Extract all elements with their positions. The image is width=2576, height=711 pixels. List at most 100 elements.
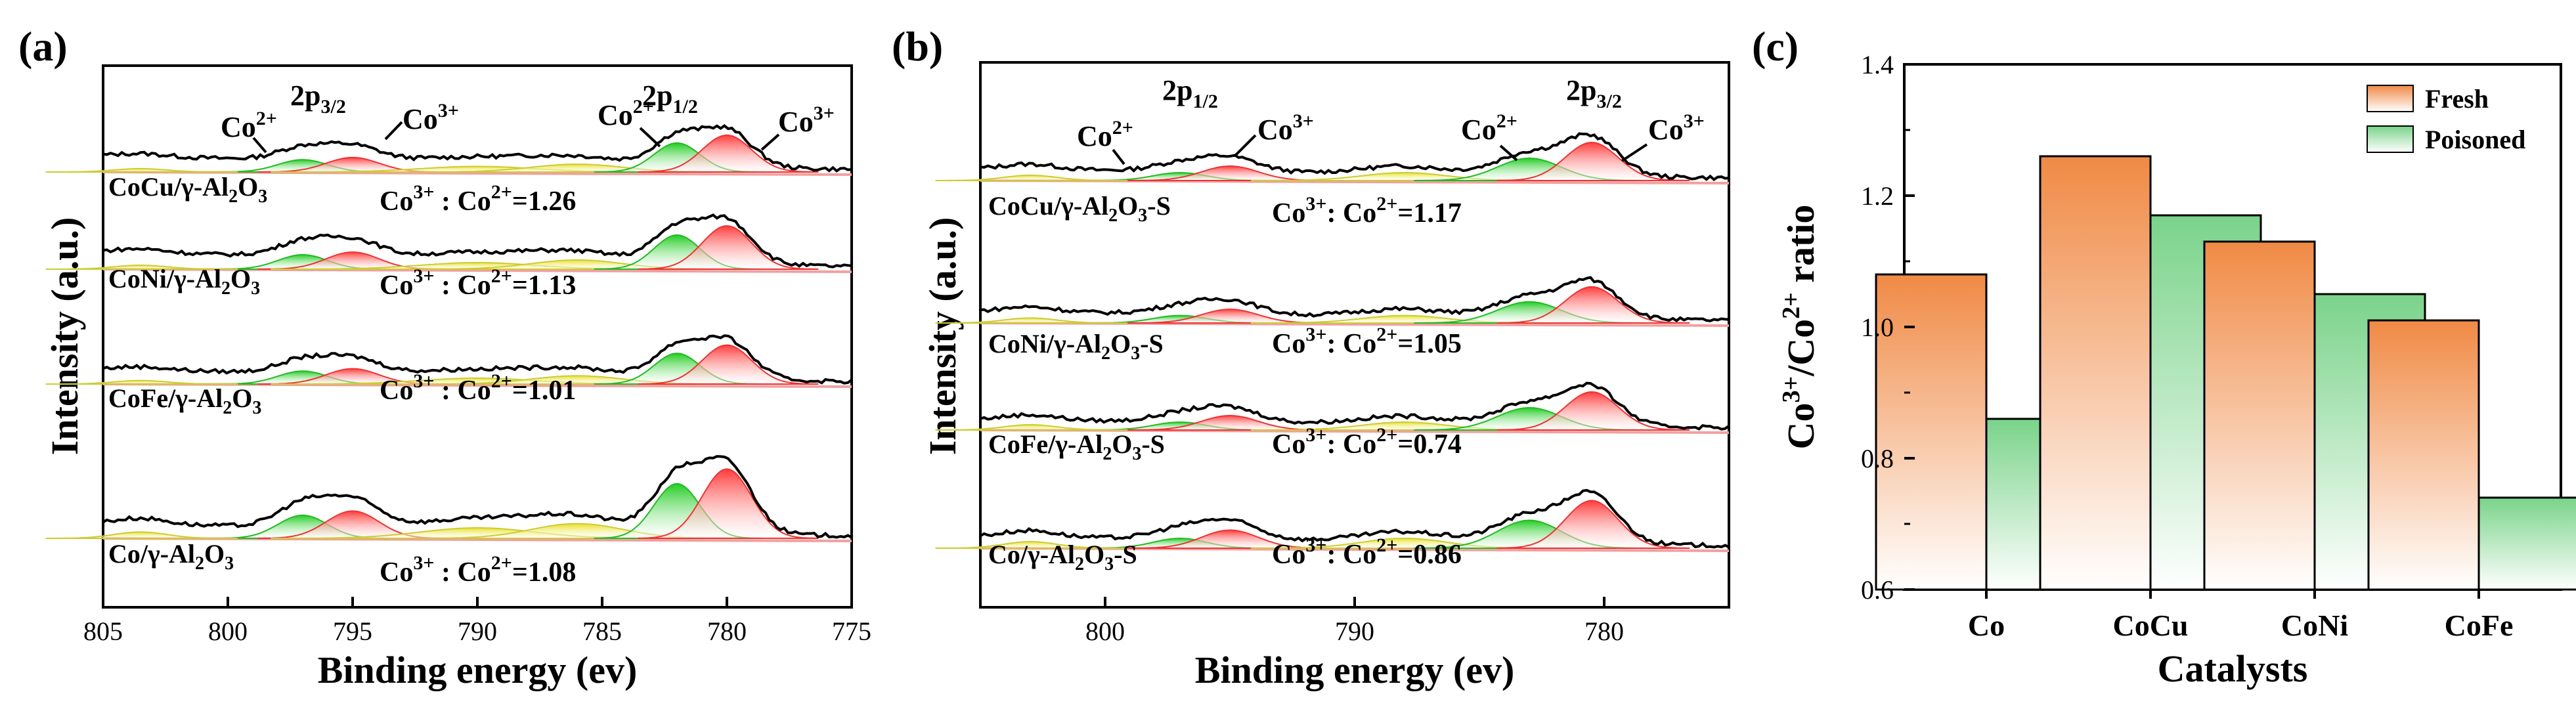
x-tick-label: 775 [832, 616, 871, 646]
ratio-label: Co3+: Co2+=0.86 [1272, 534, 1462, 570]
bar-fresh [2367, 319, 2480, 591]
x-tick-label: 785 [582, 616, 622, 646]
arrow [1621, 143, 1648, 162]
y-tick-label: 0.6 [1861, 575, 1894, 605]
ratio-label: Co3+: Co2+=0.74 [1272, 424, 1462, 460]
y-tick-label: 1.0 [1861, 312, 1894, 342]
legend-label: Poisoned [2425, 125, 2525, 154]
fit-peak [638, 468, 819, 540]
ratio-label: Co3+: Co2+=1.05 [1272, 324, 1462, 359]
panel-b-arrows [1112, 134, 1648, 165]
ratio-label: Co3+: Co2+=1.17 [1272, 193, 1462, 228]
panel-a-sample-labels: CoCu/γ-Al2O3 Co3+ : Co2+=1.26 CoNi/γ-Al2O3… [108, 172, 576, 588]
x-tick-label: 780 [707, 616, 747, 646]
arrow [1499, 144, 1518, 162]
spectrum-envelope [102, 334, 853, 385]
spectrum-envelope [980, 276, 1730, 322]
panel-b-peak-2p12: 2p1/2 [1162, 74, 1218, 112]
ratio-label: Co3+ : Co2+=1.26 [380, 181, 576, 217]
x-tick-label: 780 [1584, 616, 1624, 646]
ratio-label: Co3+ : Co2+=1.01 [380, 370, 576, 406]
sample-label: Co/γ-Al2O3 [108, 539, 234, 574]
arrow [384, 121, 403, 140]
panel-c-xlabel: Catalysts [2158, 647, 2308, 690]
x-tick-label: 800 [1085, 616, 1125, 646]
spectrum-envelope [980, 132, 1730, 182]
x-tick-label: 800 [208, 616, 248, 646]
fit-peak [1496, 391, 1690, 431]
fit-peak [935, 317, 1128, 324]
panel-b-co2-right: Co2+ [1461, 110, 1517, 146]
panel-b-sample-labels: CoCu/γ-Al2O3-S Co3+: Co2+=1.17 CoNi/γ-Al2O… [988, 191, 1462, 574]
panel-b-co3-left: Co3+ [1257, 110, 1314, 146]
panel-c-bars [1875, 155, 2576, 591]
sample-label: CoNi/γ-Al2O3-S [988, 329, 1164, 364]
panel-a-peak-2p32: 2p3/2 [290, 79, 346, 118]
fit-peak [638, 344, 819, 385]
legend-swatch [2367, 85, 2414, 112]
fit-peak [1496, 141, 1690, 182]
x-tick-label: 805 [83, 616, 123, 646]
arrow [639, 127, 661, 148]
fit-peak [1496, 286, 1690, 324]
panel-b-xticks: 800 790 780 [1085, 597, 1624, 646]
spectrum-envelope [102, 123, 852, 173]
fit-peak [45, 379, 238, 385]
panel-b-spectra [935, 132, 1730, 552]
panel-a-ylabel: Intensity (a.u.) [43, 217, 86, 456]
panel-a-co3-left: Co3+ [403, 100, 459, 135]
panel-c-axes: Co CoCu CoNi CoFe 0.6 0.8 1.0 1.2 1.4 [1861, 50, 2513, 642]
y-tick-label: 0.8 [1861, 444, 1894, 473]
panel-c-legend: Fresh Poisoned [2367, 84, 2525, 154]
x-tick-label: 795 [333, 616, 372, 646]
ratio-label: Co3+ : Co2+=1.13 [380, 265, 576, 301]
panel-c: (c) Co CoCu CoNi CoFe 0.6 0.8 1.0 1.2 1.4 Cataly… [1752, 23, 2576, 690]
fit-peak [935, 541, 1128, 549]
sample-label: CoNi/γ-Al2O3 [108, 264, 260, 299]
x-tick-label: 790 [458, 616, 497, 646]
panel-a-spectra [45, 123, 853, 542]
panel-a-xticks: 805 800 795 790 785 780 775 [83, 597, 871, 646]
legend-swatch [2367, 125, 2414, 153]
panel-a-xlabel: Binding energy (ev) [318, 649, 638, 691]
panel-a-co2-right: Co2+ [598, 96, 654, 131]
panel-b-ylabel: Intensity (a.u.) [921, 217, 964, 456]
fit-peak [638, 225, 819, 270]
panel-b-co2-left: Co2+ [1077, 117, 1133, 152]
x-tick-label: Co [1968, 609, 2005, 642]
panel-a: (a) 805 800 795 790 785 780 775 Binding energy… [18, 23, 871, 691]
legend-label: Fresh [2425, 84, 2489, 114]
panel-c-label: (c) [1752, 23, 1799, 70]
x-tick-label: CoNi [2281, 609, 2348, 642]
ratio-label: Co3+ : Co2+=1.08 [380, 552, 576, 588]
panel-b-peak-2p32: 2p3/2 [1566, 74, 1622, 112]
panel-a-co2-left: Co2+ [221, 108, 277, 143]
x-tick-label: CoFe [2445, 609, 2514, 642]
panel-b-label: (b) [892, 23, 943, 70]
sample-label: CoFe/γ-Al2O3 [108, 383, 261, 418]
panel-a-label: (a) [18, 23, 68, 70]
y-tick-label: 1.2 [1861, 181, 1894, 211]
arrow [1233, 134, 1257, 158]
arrow [1112, 148, 1125, 165]
bar-fresh [2203, 240, 2316, 591]
panel-b-xlabel: Binding energy (ev) [1195, 649, 1515, 691]
bar-poisoned [2478, 496, 2576, 591]
fit-peak [935, 175, 1128, 181]
spectrum-envelope [102, 213, 852, 269]
fit-peak [45, 531, 238, 539]
fit-peak [638, 134, 819, 173]
sample-label: CoCu/γ-Al2O3-S [988, 191, 1171, 226]
fit-peak [45, 265, 238, 270]
panel-a-co3-right: Co3+ [778, 102, 835, 138]
panel-b-co3-right: Co3+ [1648, 110, 1705, 146]
arrow [252, 137, 267, 154]
spectrum-envelope [979, 488, 1730, 549]
panel-a-peak-2p12: 2p1/2 [642, 79, 698, 118]
arrow [760, 133, 780, 151]
sample-label: CoCu/γ-Al2O3 [108, 172, 267, 207]
x-tick-label: CoCu [2112, 609, 2188, 642]
bar-fresh [2039, 155, 2152, 591]
panel-b: (b) 800 790 780 Binding energy (ev) Intens… [892, 23, 1730, 691]
